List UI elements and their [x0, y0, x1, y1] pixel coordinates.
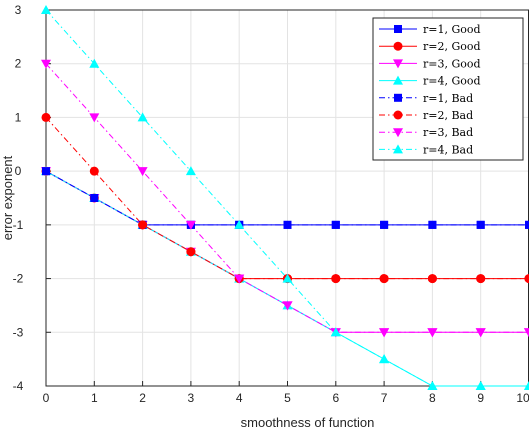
x-tick-label: 4: [236, 391, 243, 405]
x-tick-label: 0: [43, 391, 50, 405]
data-point: [379, 354, 390, 364]
data-point: [331, 274, 341, 284]
x-tick-label: 3: [188, 391, 195, 405]
data-point: [89, 58, 100, 68]
legend-entry-label: r=3, Bad: [423, 126, 473, 139]
data-point: [524, 328, 529, 338]
x-tick-label: 9: [477, 391, 484, 405]
x-tick-label: 6: [332, 391, 339, 405]
data-point: [331, 220, 340, 229]
y-tick-label: -1: [13, 218, 24, 232]
data-point: [90, 194, 99, 202]
x-tick-label: 1: [91, 391, 98, 405]
data-point: [380, 220, 389, 229]
axis-ticks: 0 1 2 3 4 5 6 7 8 9 10 -4 -3 -2 -1 0 1 2 3: [13, 3, 529, 405]
data-point: [427, 328, 438, 338]
legend-marker: [393, 110, 403, 120]
data-point: [185, 220, 196, 230]
data-point: [330, 327, 341, 337]
y-tick-label: 2: [15, 57, 22, 71]
legend-marker: [394, 25, 402, 33]
series-line: [45, 117, 529, 280]
data-point: [524, 274, 529, 284]
data-point: [234, 219, 245, 229]
series-markers: [41, 5, 529, 390]
data-point: [379, 274, 389, 284]
data-point: [42, 167, 50, 176]
x-tick-label: 7: [381, 391, 388, 405]
data-point: [379, 328, 390, 338]
legend-marker: [393, 59, 403, 69]
y-tick-label: -2: [13, 272, 24, 286]
legend-marker: [394, 93, 402, 102]
legend-marker: [393, 128, 403, 138]
legend-marker: [393, 75, 403, 85]
data-point: [137, 112, 148, 122]
data-point: [282, 301, 293, 311]
data-point: [234, 274, 245, 284]
data-point: [283, 220, 292, 229]
data-point: [476, 274, 486, 284]
data-point: [427, 274, 437, 284]
legend-entry-label: r=1, Good: [423, 23, 481, 36]
data-point: [41, 112, 51, 122]
legend-entry-label: r=2, Good: [423, 40, 481, 53]
data-point: [428, 220, 437, 229]
legend-entry-label: r=3, Good: [423, 57, 481, 70]
data-point: [137, 167, 148, 177]
data-point: [186, 247, 196, 257]
legend: r=1, Good r=2, Good r=3, Good r=4, Good r=1,…: [372, 17, 524, 161]
x-axis-label: smoothness of function: [241, 415, 375, 430]
data-point: [525, 220, 529, 229]
data-point: [89, 113, 100, 123]
y-tick-label: 1: [15, 110, 22, 124]
x-tick-label: 5: [284, 391, 291, 405]
x-tick-label: 10: [516, 391, 529, 405]
data-point: [41, 59, 51, 69]
data-point: [427, 381, 438, 390]
data-point: [138, 220, 148, 230]
legend-entry-label: r=4, Good: [423, 75, 481, 88]
x-tick-label: 2: [139, 391, 146, 405]
x-tick-label: 8: [429, 391, 436, 405]
y-tick-label: -3: [13, 325, 24, 339]
data-point: [89, 166, 99, 176]
legend-marker: [393, 41, 403, 51]
data-point: [475, 381, 486, 390]
y-tick-label: 3: [15, 3, 22, 17]
legend-entry-label: r=4, Bad: [423, 143, 473, 156]
data-point: [524, 381, 529, 390]
y-tick-label: 0: [15, 164, 22, 178]
y-axis-label: error exponent: [0, 155, 15, 240]
y-tick-label: -4: [13, 379, 24, 393]
legend-entry-label: r=1, Bad: [423, 92, 473, 105]
data-point: [476, 220, 485, 229]
legend-marker: [393, 144, 403, 154]
legend-entry-label: r=2, Bad: [423, 109, 473, 122]
data-point: [41, 5, 51, 14]
data-point: [185, 166, 196, 176]
data-point: [282, 273, 293, 283]
data-point: [475, 328, 486, 338]
